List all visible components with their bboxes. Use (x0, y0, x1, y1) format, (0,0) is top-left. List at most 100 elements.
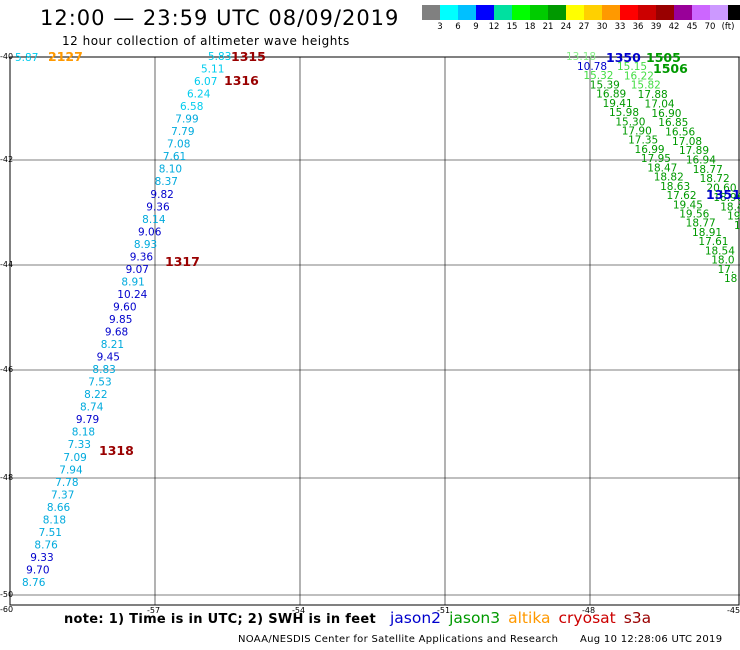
swh-value: 8.76 (22, 577, 46, 589)
page-title: 12:00 — 23:59 UTC 08/09/2019 (40, 6, 400, 30)
swh-value: 15.82 (631, 80, 661, 92)
swh-value: 17.90 (622, 126, 652, 138)
swh-value: 16.56 (665, 126, 695, 138)
scale-label: 9 (473, 22, 479, 32)
time-label: 1315 (231, 49, 266, 64)
lat-tick-label: -50 (0, 590, 14, 599)
scale-label: 3 (437, 22, 443, 32)
swh-value: 18.96 (713, 192, 740, 204)
swh-value: 8.18 (43, 514, 66, 526)
satellite-legend: jason2 jason3 altika cryosat s3a (390, 609, 659, 627)
swh-value: 8.10 (159, 164, 182, 176)
swh-value: 8.14 (142, 214, 166, 226)
swh-value: 17.95 (641, 153, 671, 165)
swh-value: 16.22 (624, 70, 654, 82)
swh-value: 9.06 (138, 226, 162, 238)
swh-value: 16.94 (686, 155, 716, 167)
swh-value: 6.24 (187, 89, 211, 101)
swh-value: 17.35 (628, 135, 658, 147)
swh-value: 16.99 (635, 144, 665, 156)
swh-value: 9.60 (113, 301, 136, 313)
swh-value: 9.36 (146, 201, 170, 213)
lon-tick-label: -48 (582, 606, 596, 615)
scale-label: 12 (488, 22, 500, 32)
swh-value: 15.98 (609, 107, 639, 119)
swh-value: 7.33 (68, 439, 91, 451)
swh-value: 18.45 (720, 201, 740, 213)
swh-value: 9.79 (76, 414, 99, 426)
swh-value: 7.78 (55, 477, 78, 489)
footer-timestamp: Aug 10 12:28:06 UTC 2019 (580, 634, 723, 645)
lat-tick-label: -44 (0, 260, 14, 269)
swh-value: 16.85 (658, 117, 688, 129)
swh-value: 8.76 (34, 539, 58, 551)
swh-value: 16.89 (596, 89, 626, 101)
legend-cryosat: cryosat (558, 609, 616, 627)
swh-value: 19.45 (673, 199, 703, 211)
swh-value: 9.82 (150, 189, 173, 201)
swh-value: 17 (734, 220, 740, 232)
swh-value: 17.04 (645, 98, 675, 110)
swh-value: 18.77 (693, 164, 723, 176)
scale-swatch (458, 5, 476, 20)
scale-swatch (566, 5, 584, 20)
scale-label: 6 (455, 22, 461, 32)
swh-value: 17.89 (679, 145, 709, 157)
swh-value: 8.91 (121, 276, 144, 288)
swh-value: 18.82 (654, 172, 684, 184)
swh-value: 8.74 (80, 402, 104, 414)
swh-value: 16.90 (651, 108, 681, 120)
scale-label: (ft) (721, 22, 735, 32)
swh-value: 15.30 (615, 116, 645, 128)
swh-value: 20.60 (706, 183, 736, 195)
swh-value: 18.47 (647, 162, 677, 174)
swh-value: 8.18 (72, 427, 95, 439)
scale-swatch (422, 5, 440, 20)
swh-value: 8.22 (84, 389, 107, 401)
scale-label: 27 (578, 22, 590, 32)
scale-swatch (530, 5, 548, 20)
swh-value: 9.85 (109, 314, 132, 326)
time-label: 1505 (646, 50, 681, 65)
swh-value: 18.63 (660, 181, 690, 193)
scale-swatch (494, 5, 512, 20)
swh-value: 19.41 (603, 98, 633, 110)
swh-value: 7.37 (51, 489, 74, 501)
swh-value: 7.79 (171, 126, 194, 138)
swh-value: 15.39 (590, 79, 620, 91)
lon-tick-label: -54 (292, 606, 306, 615)
scale-swatch (440, 5, 458, 20)
scale-swatch (584, 5, 602, 20)
swh-value: 18.72 (700, 173, 730, 185)
time-label: 1316 (224, 73, 259, 88)
swh-value: 8.21 (101, 339, 124, 351)
time-label: 1351 (706, 187, 740, 202)
swh-value: 8.93 (134, 239, 157, 251)
scale-swatch (620, 5, 638, 20)
swh-value: 15.15 (617, 61, 647, 73)
swh-value: 9.36 (130, 251, 154, 263)
time-label: 2127 (48, 49, 83, 64)
swh-value: 10.24 (117, 289, 147, 301)
swh-value: 9.33 (30, 552, 53, 564)
scale-swatch (692, 5, 710, 20)
swh-value: 8.83 (92, 364, 115, 376)
swh-value: 8.37 (155, 176, 178, 188)
swh-value: 19. (727, 211, 740, 223)
scale-swatch (656, 5, 674, 20)
swh-value: 9.70 (26, 564, 49, 576)
swh-value: 18.77 (686, 218, 716, 230)
swh-value: 6.07 (194, 76, 217, 88)
scale-label: 33 (614, 22, 626, 32)
legend-jason2: jason2 (390, 609, 442, 627)
swh-value: 17.62 (666, 190, 696, 202)
lon-tick-label: -57 (147, 606, 161, 615)
lon-tick-label: -45 (727, 606, 740, 615)
scale-label: 21 (542, 22, 554, 32)
scale-label: 39 (650, 22, 662, 32)
swh-value: 9.68 (105, 327, 128, 339)
scale-label: 42 (668, 22, 680, 32)
lat-tick-label: -46 (0, 365, 14, 374)
swh-value: 18.0 (711, 255, 734, 267)
